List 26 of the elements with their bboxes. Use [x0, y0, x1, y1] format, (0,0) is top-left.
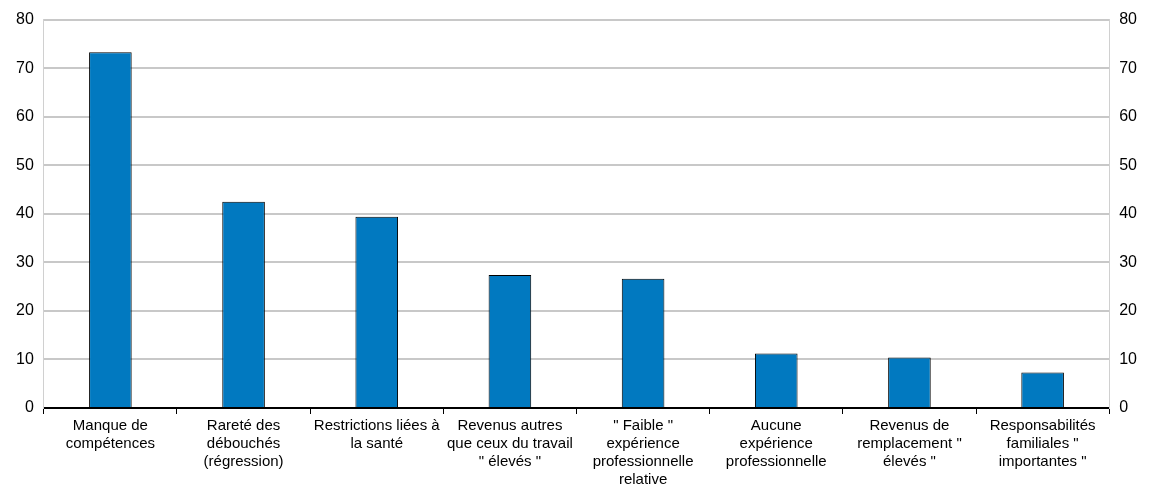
y-tick-label: 0 [24, 398, 34, 416]
y2-tick-label: 70 [1119, 58, 1138, 76]
y2-tick-label: 30 [1119, 252, 1138, 270]
y2-tick-label: 10 [1119, 349, 1138, 367]
y-tick-label: 70 [16, 58, 34, 76]
y2-tick-label: 0 [1119, 398, 1129, 416]
y-tick-label: 30 [16, 252, 34, 270]
y-tick-label: 80 [16, 10, 34, 28]
x-tick-label: Revenus de remplacement " élevés " [857, 416, 962, 470]
x-tick-label: Aucune expérience professionnelle [725, 416, 827, 470]
y2-tick-label: 80 [1119, 10, 1138, 28]
y-tick-label: 60 [16, 107, 34, 125]
x-tick-label: Revenus autres que ceux du travail " élevés " [446, 416, 573, 470]
y2-tick-label: 60 [1119, 107, 1138, 125]
y2-tick-label: 40 [1119, 204, 1138, 222]
x-tick-label: Restrictions liées à la santé [313, 416, 441, 452]
y2-tick-label: 50 [1119, 155, 1138, 173]
x-tick-label: Manque de compétences [65, 416, 155, 452]
y-tick-label: 50 [16, 155, 34, 173]
y2-tick-label: 20 [1119, 301, 1138, 319]
x-tick-label: " Faible " expérience professionnelle relative [592, 416, 694, 488]
x-tick-label: Responsabilités familiales " importantes " [989, 416, 1096, 470]
y-tick-label: 20 [16, 301, 34, 319]
y-tick-label: 10 [16, 349, 34, 367]
y-tick-label: 40 [16, 204, 34, 222]
x-tick-label: Rareté des débouchés (régression) [203, 416, 284, 470]
